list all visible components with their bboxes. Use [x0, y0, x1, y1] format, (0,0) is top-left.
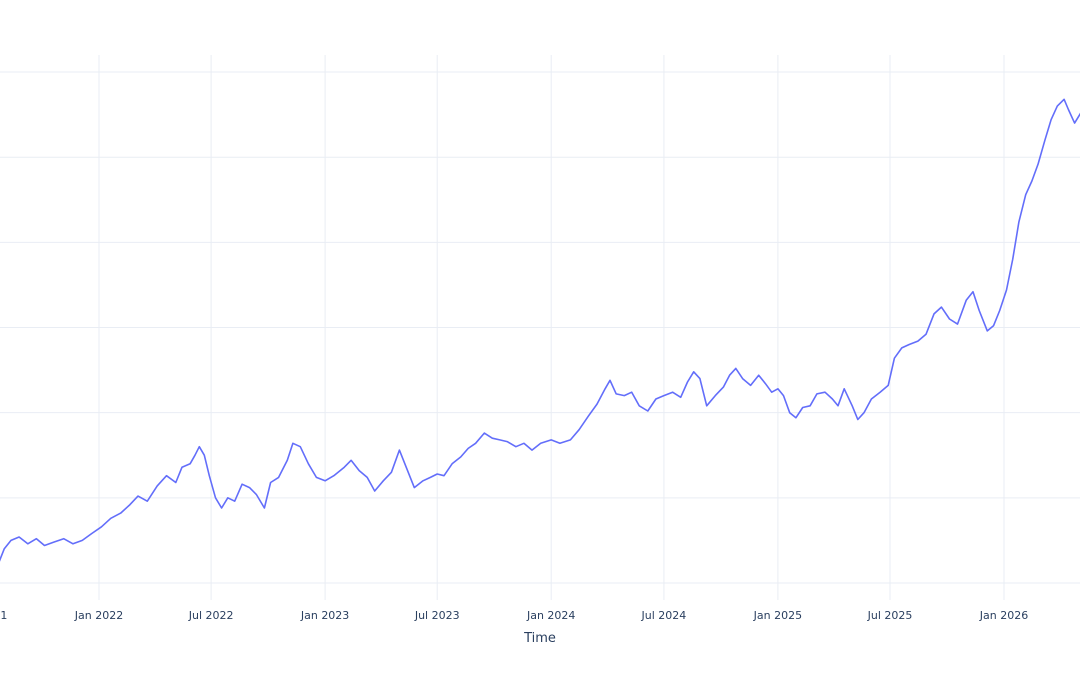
x-tick-label: Jul 2024 [641, 609, 687, 622]
series-layer [0, 98, 1080, 562]
x-tick-label: Jul 2021 [0, 609, 7, 622]
x-tick-label: Jan 2026 [979, 609, 1028, 622]
x-axis-title: Time [523, 631, 556, 646]
x-tick-label: Jan 2022 [74, 609, 123, 622]
series-line-0 [0, 98, 1080, 562]
x-tick-label: Jan 2023 [300, 609, 349, 622]
x-tick-label: Jan 2025 [753, 609, 802, 622]
x-tick-label: Jul 2025 [867, 609, 913, 622]
x-tick-label: Jul 2023 [414, 609, 460, 622]
x-tick-label: Jan 2024 [526, 609, 575, 622]
x-tick-label: Jul 2022 [188, 609, 234, 622]
x-tick-labels: Jul 2021 Jan 2022 Jul 2022 Jan 2023 Jul 2023… [0, 609, 1028, 622]
grid-lines [0, 55, 1080, 600]
